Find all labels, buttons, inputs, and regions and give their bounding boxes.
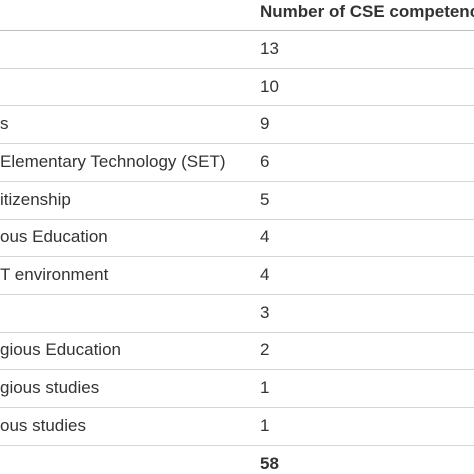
row-rule: [0, 218, 474, 220]
row-rule: [0, 369, 474, 371]
row-rule: [0, 407, 474, 408]
row-label: ous Education: [0, 227, 108, 247]
row-value: 5: [260, 189, 270, 209]
row-rule: [0, 67, 474, 69]
row-label: ous studies: [0, 415, 86, 435]
column-header: Number of CSE competenc: [260, 2, 474, 21]
row-label: itizenship: [0, 189, 71, 209]
row-value: 58: [260, 453, 279, 473]
row-rule: [0, 143, 474, 145]
row-rule: [0, 331, 474, 333]
row-rule: [0, 105, 474, 107]
row-label: gious studies: [0, 378, 100, 398]
header-rule: [0, 30, 474, 31]
row-rule: [0, 293, 474, 295]
row-value: 4: [260, 227, 270, 247]
row-value: 4: [260, 265, 270, 285]
row-value: 2: [260, 340, 270, 360]
row-value: 3: [260, 302, 270, 322]
row-label: s: [0, 114, 9, 134]
row-value: 10: [260, 76, 279, 96]
row-label: Elementary Technology (SET): [0, 151, 226, 171]
row-value: 9: [260, 114, 270, 134]
row-value: 6: [260, 151, 270, 171]
row-label: T environment: [0, 265, 109, 285]
row-value: 13: [260, 38, 279, 58]
row-rule: [0, 180, 474, 182]
row-rule: [0, 256, 474, 258]
row-label: gious Education: [0, 340, 121, 360]
row-value: 1: [260, 415, 270, 435]
row-rule: [0, 444, 474, 446]
row-value: 1: [260, 378, 270, 398]
